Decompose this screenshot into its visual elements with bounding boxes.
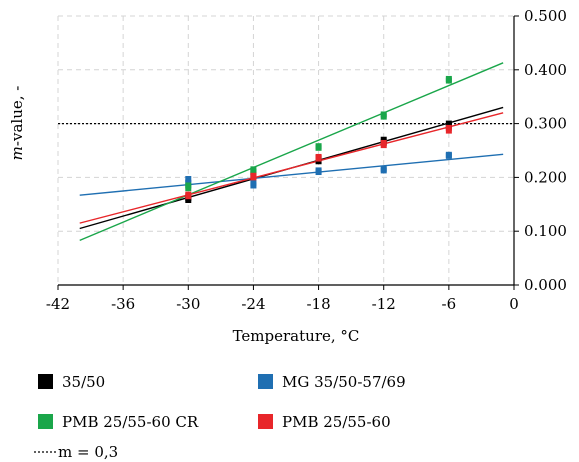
data-point [445, 75, 452, 82]
legend-label: 35/50 [62, 373, 105, 391]
data-point [445, 124, 452, 131]
y-tick-label: 0.300 [524, 115, 567, 133]
data-point [380, 111, 387, 118]
trendline [79, 153, 504, 196]
legend-label: PMB 25/55-60 [282, 413, 391, 431]
y-tick-label: 0.400 [524, 61, 567, 79]
data-point [185, 182, 192, 189]
data-point [250, 172, 257, 179]
legend-label: MG 35/50-57/69 [282, 373, 406, 391]
legend-reference-label: m = 0,3 [58, 443, 118, 461]
x-tick-label: -12 [372, 295, 396, 313]
data-point [315, 153, 322, 160]
trendline [79, 112, 504, 224]
y-axis-title-italic: m [8, 146, 26, 160]
x-tick-label: -36 [111, 295, 135, 313]
data-point [185, 176, 192, 183]
x-tick-label: -30 [176, 295, 200, 313]
trendline [79, 62, 504, 241]
data-points [185, 75, 452, 203]
y-tick-label: 0.200 [524, 168, 567, 186]
x-tick-label: -24 [241, 295, 265, 313]
grid [57, 15, 514, 285]
legend-swatch [38, 374, 53, 389]
data-point [250, 179, 257, 186]
legend-swatch [258, 414, 273, 429]
x-tick-label: -18 [306, 295, 330, 313]
data-point [380, 165, 387, 172]
legend-swatch [258, 374, 273, 389]
x-axis-title: Temperature, °C [233, 327, 360, 345]
data-point [380, 139, 387, 146]
data-point [445, 151, 452, 158]
legend-label: PMB 25/55-60 CR [62, 413, 199, 431]
y-tick-label: 0.000 [524, 276, 567, 294]
data-point [445, 120, 452, 127]
legend: 35/50 MG 35/50-57/69 PMB 25/55-60 CR PMB 25… [34, 373, 406, 461]
x-tick-label: -6 [442, 295, 457, 313]
data-point [380, 136, 387, 143]
y-axis-title: m-value, - [8, 86, 26, 161]
legend-swatch [38, 414, 53, 429]
x-tick-label: -42 [46, 295, 70, 313]
x-tick-label: 0 [509, 295, 519, 313]
trendlines [79, 62, 504, 241]
y-tick-label: 0.100 [524, 222, 567, 240]
tick-labels: -42 -36 -30 -24 -18 -12 -6 0 0.000 0.100 0.200 0.30… [46, 7, 567, 313]
data-point [315, 167, 322, 174]
y-tick-label: 0.500 [524, 7, 567, 25]
data-point [250, 166, 257, 173]
y-axis-title-rest: -value, - [8, 86, 26, 146]
data-point [315, 143, 322, 150]
axes [57, 15, 519, 290]
data-point [185, 191, 192, 198]
